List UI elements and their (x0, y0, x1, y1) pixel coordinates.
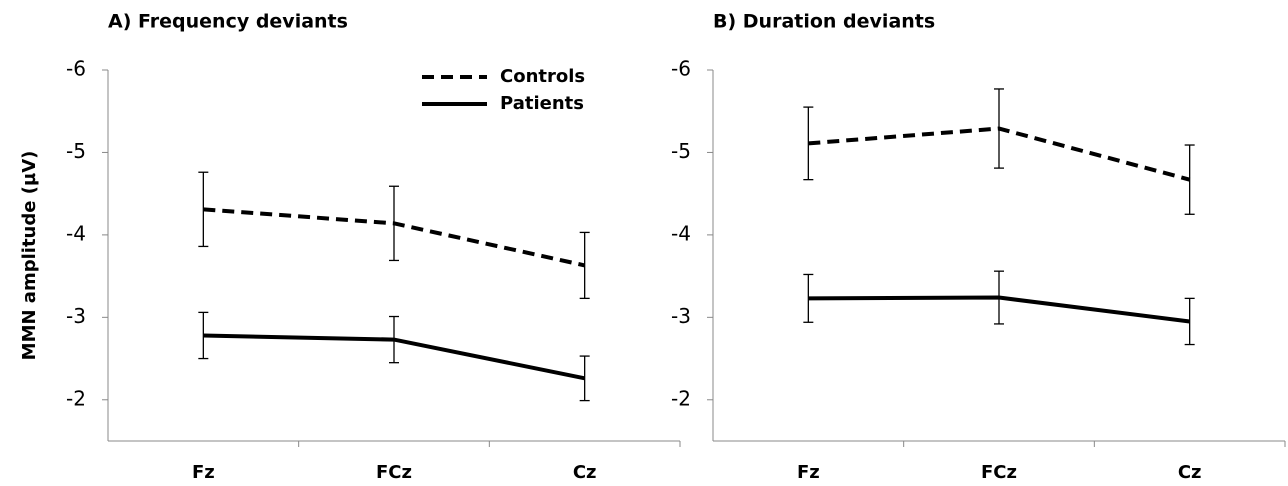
x-tick-label: Fz (797, 462, 820, 483)
x-tick-label: Cz (573, 462, 597, 483)
legend-label: Controls (500, 66, 585, 87)
y-axis-label: MMN amplitude (µV) (19, 151, 40, 361)
series-line (808, 295, 1190, 324)
panel-title: A) Frequency deviants (108, 11, 348, 33)
y-tick-label: -5 (66, 139, 86, 163)
y-tick-label: -2 (671, 386, 691, 410)
series-line (808, 126, 1191, 182)
y-tick-label: -4 (66, 221, 86, 245)
y-tick-label: -3 (66, 304, 86, 328)
y-tick-label: -6 (66, 57, 86, 81)
x-tick-label: FCz (376, 462, 412, 483)
y-tick-label: -2 (66, 386, 86, 410)
panel-title: B) Duration deviants (713, 11, 935, 33)
series-line (203, 333, 586, 381)
x-tick-label: Cz (1178, 462, 1202, 483)
x-tick-label: Fz (192, 462, 215, 483)
y-tick-label: -6 (671, 57, 691, 81)
series-line (203, 207, 586, 268)
y-tick-label: -4 (671, 221, 691, 245)
y-tick-label: -5 (671, 139, 691, 163)
x-tick-label: FCz (981, 462, 1017, 483)
legend-label: Patients (500, 93, 584, 114)
y-tick-label: -3 (671, 304, 691, 328)
